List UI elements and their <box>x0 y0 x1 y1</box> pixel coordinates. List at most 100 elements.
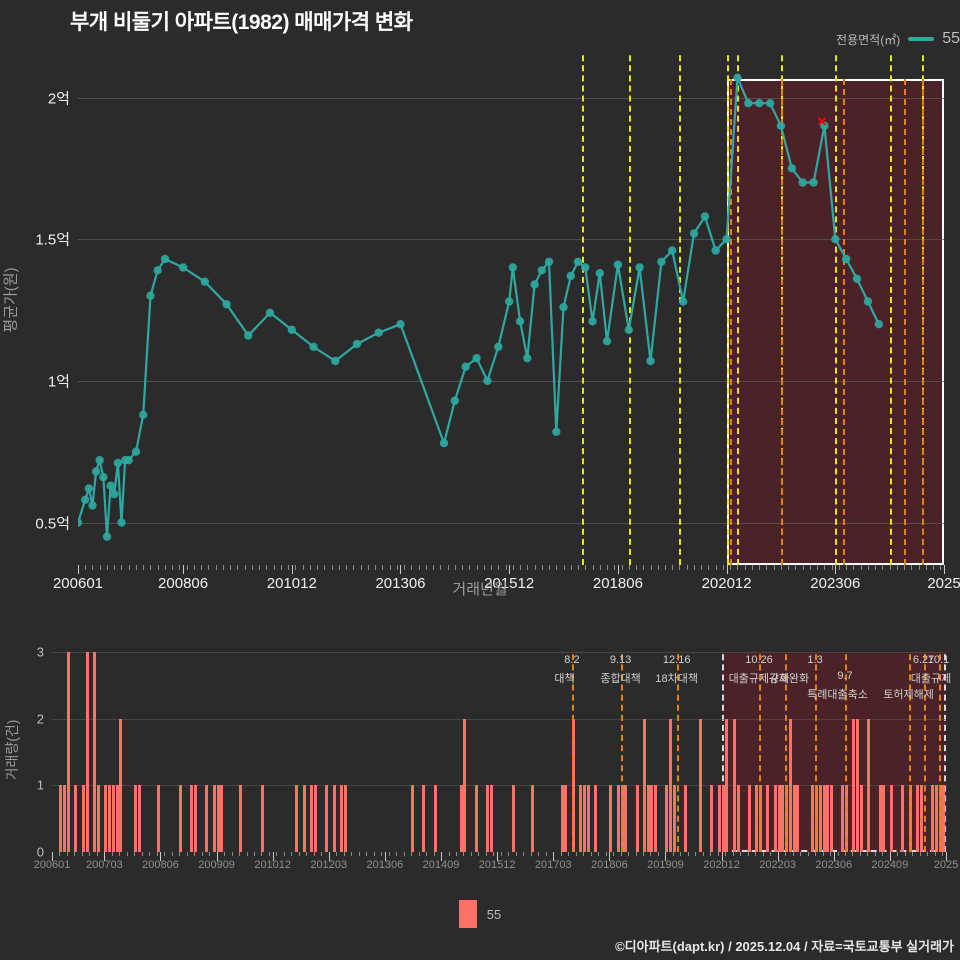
volume-bar <box>212 785 216 852</box>
volume-x-tick-label: 200703 <box>86 859 123 871</box>
price-x-tick-label: 2025 <box>927 575 960 592</box>
volume-bar <box>781 785 785 852</box>
volume-bar <box>66 652 70 852</box>
price-data-point <box>483 376 492 385</box>
volume-bar <box>63 785 67 852</box>
volume-bar <box>295 785 299 852</box>
volume-x-tick-label: 201012 <box>254 859 292 871</box>
volume-bar <box>931 785 935 852</box>
price-policy-vline <box>835 55 838 565</box>
price-line <box>78 76 880 538</box>
volume-bar <box>85 652 89 852</box>
volume-policy-vline <box>923 652 926 852</box>
volume-annotation: 9.13 <box>609 654 632 666</box>
volume-annotation: 특례대출축소 <box>807 689 868 701</box>
volume-bar <box>609 785 613 852</box>
volume-bar <box>220 785 224 852</box>
price-chart-panel: 2억 1.5억 1억 0.5억 200601 200806 201012 201306 2015… <box>35 55 960 592</box>
volume-bar <box>856 718 860 852</box>
volume-x-tick-label: 200601 <box>33 859 71 871</box>
price-data-point <box>113 458 123 468</box>
volume-annotation: 1.3 <box>807 654 823 666</box>
volume-bar <box>530 785 534 852</box>
price-data-point <box>842 254 851 264</box>
volume-highlight-region <box>721 652 946 852</box>
volume-bar <box>81 785 85 852</box>
volume-bar <box>665 785 669 852</box>
volume-bar <box>717 785 721 852</box>
volume-bar <box>934 785 938 852</box>
volume-bar <box>138 785 142 852</box>
price-y-tick-label: 1.5억 <box>35 231 70 249</box>
volume-bar <box>583 785 587 852</box>
price-data-point <box>309 342 318 351</box>
price-data-point <box>91 467 101 476</box>
price-data-point <box>798 178 807 187</box>
price-policy-vline <box>679 55 682 565</box>
price-data-point <box>635 263 644 272</box>
volume-bar <box>485 785 489 852</box>
volume-bar <box>901 785 905 852</box>
volume-bar <box>474 785 478 852</box>
price-data-point <box>461 362 470 371</box>
price-data-point <box>646 356 655 366</box>
volume-x-tick-label: 200909 <box>198 859 235 871</box>
price-x-tick-label: 200601 <box>52 575 104 592</box>
volume-gridline <box>52 652 946 653</box>
price-data-point <box>711 246 720 255</box>
volume-bar <box>459 785 463 852</box>
volume-bar <box>205 785 209 852</box>
volume-policy-vline <box>938 652 941 852</box>
price-x-axis-title: 거래년월 <box>452 581 508 598</box>
volume-bar <box>332 785 336 852</box>
price-data-point <box>146 291 155 300</box>
legend-bar-swatch-icon <box>458 900 477 928</box>
price-y-tick-label: 0.5억 <box>35 515 70 532</box>
volume-bar <box>179 785 183 852</box>
price-data-point <box>559 303 568 312</box>
price-data-point <box>624 325 633 334</box>
volume-bar <box>564 785 568 852</box>
volume-x-tick-label: 201806 <box>590 859 628 871</box>
volume-bar <box>830 785 834 852</box>
price-data-point <box>396 320 405 329</box>
price-data-point <box>809 178 818 187</box>
volume-annotation: 대출규제 <box>910 673 952 685</box>
volume-bar <box>684 785 688 852</box>
price-data-point <box>852 274 862 283</box>
price-data-point <box>573 257 583 266</box>
volume-x-tick-label: 202306 <box>815 859 853 871</box>
price-data-point <box>131 447 141 456</box>
volume-gridline <box>52 718 946 720</box>
volume-bar <box>889 785 893 852</box>
price-data-point <box>689 229 699 238</box>
volume-bar <box>796 785 800 852</box>
volume-x-tick-label: 202012 <box>703 859 740 871</box>
volume-bar <box>313 785 317 852</box>
volume-bar <box>721 785 725 852</box>
volume-bar <box>878 785 882 852</box>
price-data-point <box>537 266 546 275</box>
volume-bar <box>650 785 654 852</box>
volume-x-tick-label: 2025 <box>933 859 959 871</box>
price-data-point <box>700 212 710 221</box>
price-data-point <box>755 99 764 108</box>
volume-x-tick-label: 202409 <box>871 859 909 871</box>
price-data-point <box>530 280 539 289</box>
price-data-point <box>106 481 115 490</box>
volume-x-tick-label: 201203 <box>310 859 348 871</box>
price-policy-vline-orange <box>904 79 907 565</box>
price-data-point <box>874 320 883 329</box>
price-series-svg <box>78 73 883 541</box>
volume-plot-area <box>52 652 946 852</box>
volume-bar <box>859 785 863 852</box>
legend-bottom: 55 <box>0 900 960 928</box>
volume-bar <box>325 785 329 852</box>
price-data-point <box>595 269 604 278</box>
volume-bar <box>156 785 160 852</box>
price-y-axis-title: 평균가(원) <box>2 267 20 333</box>
price-data-point <box>776 121 786 130</box>
price-data-point <box>787 164 796 173</box>
price-data-point <box>124 456 133 465</box>
volume-bar <box>134 785 138 852</box>
